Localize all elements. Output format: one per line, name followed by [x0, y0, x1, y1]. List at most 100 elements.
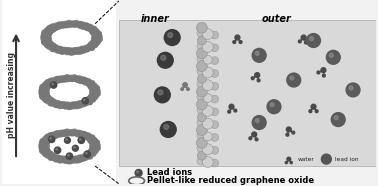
Circle shape [82, 46, 85, 49]
Circle shape [95, 29, 99, 33]
Circle shape [51, 155, 54, 159]
Circle shape [56, 134, 60, 137]
Circle shape [46, 93, 48, 96]
Circle shape [77, 132, 80, 135]
Circle shape [92, 95, 95, 99]
Circle shape [91, 91, 94, 93]
Circle shape [52, 83, 53, 85]
Circle shape [90, 155, 93, 157]
Circle shape [42, 41, 46, 45]
Circle shape [46, 138, 49, 140]
Circle shape [46, 148, 50, 151]
Circle shape [56, 101, 58, 103]
Circle shape [96, 88, 99, 90]
Circle shape [77, 77, 80, 81]
Circle shape [334, 116, 338, 120]
Circle shape [82, 104, 85, 107]
Circle shape [84, 100, 86, 102]
Circle shape [76, 102, 79, 105]
Circle shape [91, 139, 95, 143]
Circle shape [197, 36, 206, 45]
Circle shape [52, 133, 56, 137]
Circle shape [77, 76, 79, 78]
Text: inner: inner [141, 14, 170, 24]
Circle shape [59, 156, 62, 160]
Circle shape [85, 137, 89, 140]
Circle shape [42, 31, 45, 35]
Circle shape [39, 90, 42, 93]
Circle shape [65, 157, 68, 160]
Circle shape [67, 78, 71, 81]
Circle shape [93, 151, 97, 154]
Circle shape [40, 139, 44, 143]
Circle shape [71, 75, 74, 78]
Circle shape [58, 25, 62, 29]
Circle shape [90, 147, 94, 150]
Circle shape [79, 47, 83, 51]
Circle shape [93, 36, 96, 39]
Circle shape [78, 76, 81, 79]
Circle shape [89, 148, 93, 152]
Circle shape [94, 90, 96, 92]
Circle shape [80, 78, 83, 81]
Circle shape [94, 28, 97, 31]
Circle shape [50, 47, 54, 52]
Circle shape [83, 24, 87, 28]
Circle shape [79, 102, 84, 106]
Circle shape [93, 97, 97, 100]
Circle shape [67, 76, 71, 80]
Circle shape [87, 133, 91, 137]
Circle shape [52, 155, 56, 159]
Circle shape [86, 135, 90, 139]
Circle shape [252, 116, 266, 129]
Circle shape [62, 105, 65, 108]
Circle shape [90, 81, 93, 84]
Circle shape [63, 23, 66, 25]
Circle shape [88, 139, 91, 142]
Circle shape [46, 28, 49, 30]
Circle shape [64, 130, 67, 133]
Circle shape [91, 91, 93, 94]
Circle shape [78, 48, 81, 50]
Circle shape [94, 38, 99, 42]
Circle shape [75, 130, 77, 133]
Circle shape [47, 136, 51, 140]
Circle shape [44, 82, 47, 84]
Circle shape [40, 87, 43, 90]
Circle shape [91, 150, 94, 154]
Circle shape [93, 26, 97, 30]
Circle shape [46, 152, 49, 155]
Circle shape [92, 99, 95, 102]
Circle shape [93, 148, 96, 151]
Circle shape [95, 34, 99, 38]
Circle shape [287, 157, 291, 161]
Circle shape [53, 154, 56, 157]
Circle shape [94, 41, 97, 44]
Circle shape [92, 29, 94, 31]
Circle shape [88, 95, 92, 99]
Circle shape [58, 159, 62, 163]
Circle shape [47, 35, 51, 38]
Circle shape [91, 85, 95, 89]
Text: Lead ions: Lead ions [147, 169, 193, 177]
Circle shape [96, 149, 98, 151]
Circle shape [90, 138, 95, 142]
Circle shape [78, 157, 82, 161]
Text: pH value increasing: pH value increasing [7, 52, 15, 138]
Circle shape [94, 44, 97, 47]
Circle shape [68, 157, 70, 160]
Circle shape [82, 22, 85, 25]
Circle shape [72, 133, 75, 136]
Circle shape [66, 78, 70, 82]
Circle shape [62, 102, 65, 106]
Circle shape [64, 104, 68, 108]
Circle shape [91, 46, 94, 49]
Circle shape [84, 103, 87, 106]
Circle shape [53, 100, 56, 103]
Circle shape [70, 77, 72, 79]
Circle shape [98, 35, 102, 39]
Circle shape [84, 101, 87, 104]
Circle shape [73, 158, 75, 161]
Circle shape [202, 67, 213, 78]
Circle shape [292, 131, 295, 134]
